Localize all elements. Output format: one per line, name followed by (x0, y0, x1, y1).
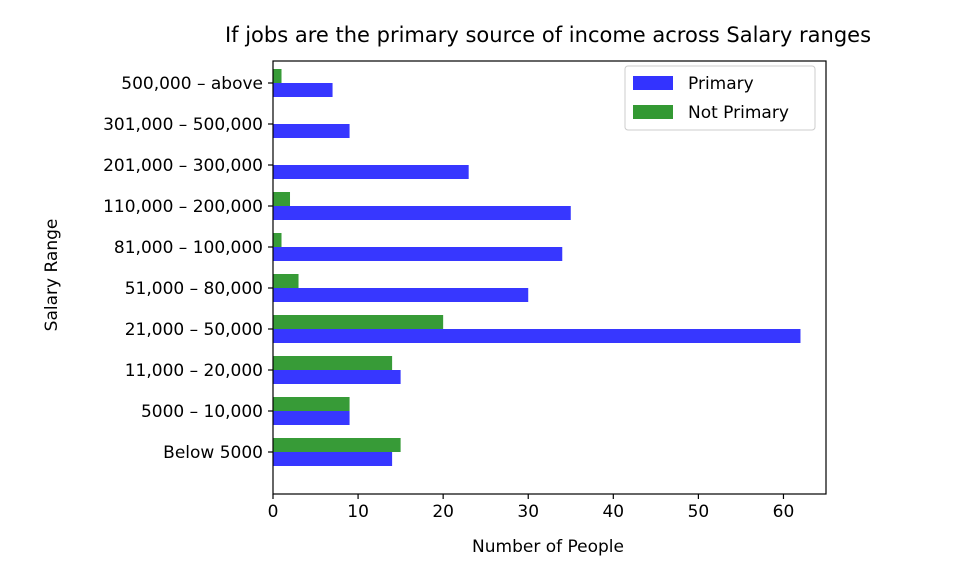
bar-not-primary (273, 69, 282, 83)
y-category-label: 5000 – 10,000 (141, 402, 263, 422)
x-tick-label: 40 (602, 502, 624, 522)
y-category-label: 301,000 – 500,000 (103, 115, 263, 135)
bar-primary (273, 206, 571, 220)
bar-not-primary (273, 274, 299, 288)
y-category-label: 21,000 – 50,000 (125, 320, 263, 340)
legend: Primary Not Primary (624, 65, 816, 131)
legend-swatch-not-primary (633, 105, 673, 119)
bar-not-primary (273, 397, 350, 411)
y-category-label: Below 5000 (163, 443, 263, 463)
bar-primary (273, 124, 350, 138)
bar-primary (273, 411, 350, 425)
bar-primary (273, 329, 801, 343)
x-tick-label: 10 (347, 502, 369, 522)
chart-title: If jobs are the primary source of income… (225, 23, 871, 47)
plot-frame (272, 60, 827, 495)
bar-primary (273, 288, 529, 302)
y-category-label: 201,000 – 300,000 (103, 156, 263, 176)
y-category-label: 81,000 – 100,000 (114, 238, 263, 258)
y-category-label: 500,000 – above (121, 74, 263, 94)
x-tick-label: 20 (432, 502, 454, 522)
x-tick-label: 50 (688, 502, 710, 522)
bar-not-primary (273, 315, 444, 329)
x-axis-label: Number of People (472, 537, 624, 557)
plot-area: 0 10 20 30 40 50 60 Below 5000 5000 – 10,000 11,0… (103, 60, 827, 522)
bar-not-primary (273, 192, 291, 206)
y-axis-label: Salary Range (42, 219, 62, 332)
bar-primary (273, 452, 393, 466)
bar-primary (273, 165, 469, 179)
x-tick-label: 0 (268, 502, 279, 522)
bar-primary (273, 370, 401, 384)
bar-primary (273, 247, 563, 261)
y-category-label: 51,000 – 80,000 (125, 279, 263, 299)
bar-not-primary (273, 233, 282, 247)
y-category-label: 11,000 – 20,000 (125, 361, 263, 381)
legend-label-primary: Primary (688, 74, 754, 94)
y-category-label: 110,000 – 200,000 (103, 197, 263, 217)
x-tick-label: 30 (517, 502, 539, 522)
bar-primary (273, 83, 333, 97)
x-tick-label: 60 (773, 502, 795, 522)
legend-swatch-primary (633, 76, 673, 90)
legend-label-not-primary: Not Primary (688, 103, 789, 123)
bar-not-primary (273, 438, 401, 452)
bar-not-primary (273, 356, 393, 370)
